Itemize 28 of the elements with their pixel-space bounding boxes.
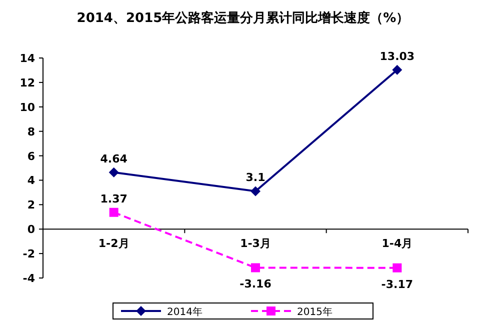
data-label: -3.16 bbox=[240, 278, 272, 291]
data-label: 4.64 bbox=[100, 152, 128, 166]
x-tick-label: 1-4月 bbox=[382, 237, 413, 250]
y-tick-label: 14 bbox=[20, 52, 36, 65]
point bbox=[392, 64, 402, 75]
point bbox=[251, 263, 260, 272]
y-tick-label: 2 bbox=[27, 198, 35, 212]
y-tick-label: 10 bbox=[20, 100, 36, 114]
x-tick-label: 1-2月 bbox=[98, 237, 130, 250]
point bbox=[108, 167, 119, 178]
point bbox=[392, 263, 402, 272]
point bbox=[109, 208, 118, 217]
data-label: 1.37 bbox=[100, 192, 128, 206]
chart-title: 2014、2015年公路客运量分月累计同比增长速度（%） bbox=[76, 10, 410, 26]
y-tick-label: 6 bbox=[27, 150, 36, 163]
y-tick-label: 12 bbox=[20, 76, 35, 90]
legend-label: 2015年 bbox=[297, 306, 332, 318]
point bbox=[250, 186, 260, 196]
data-label: 3.1 bbox=[246, 171, 266, 184]
x-tick-label: 1-3月 bbox=[240, 237, 271, 250]
y-tick-label: 0 bbox=[27, 223, 36, 236]
y-tick-label: -2 bbox=[22, 248, 35, 261]
y-tick-label: 4 bbox=[27, 174, 36, 188]
y-tick-label: -4 bbox=[22, 272, 36, 285]
data-label: 13.03 bbox=[380, 50, 415, 63]
legend-label: 2014年 bbox=[167, 306, 202, 318]
data-label: -3.17 bbox=[381, 278, 414, 291]
y-tick-label: 8 bbox=[27, 125, 35, 138]
